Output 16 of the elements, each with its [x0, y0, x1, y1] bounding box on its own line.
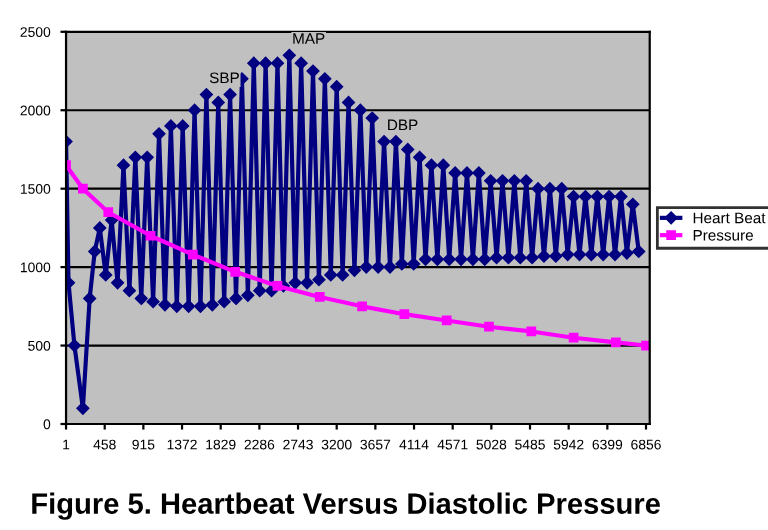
point	[484, 321, 494, 332]
point	[314, 292, 325, 302]
point	[568, 332, 579, 343]
point	[145, 230, 156, 241]
point	[641, 340, 650, 351]
point	[188, 249, 198, 260]
point	[611, 337, 621, 348]
point	[78, 183, 88, 194]
point	[103, 207, 114, 218]
text: Figure 5. Heartbeat Versus Diastolic Pressure	[32, 492, 660, 520]
point	[441, 315, 452, 326]
point	[399, 309, 410, 320]
point	[526, 326, 537, 337]
point	[357, 301, 367, 312]
point	[272, 281, 283, 291]
point	[230, 266, 241, 277]
